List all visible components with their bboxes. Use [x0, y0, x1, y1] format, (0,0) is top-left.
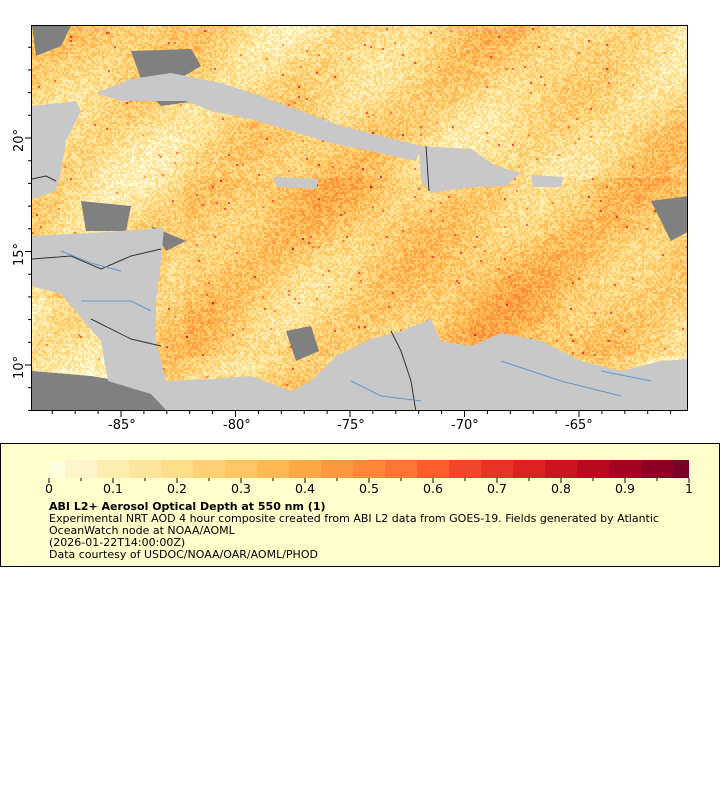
colorbar	[49, 460, 689, 478]
landmasses	[32, 73, 687, 410]
colorbar-tick-label: 0.7	[487, 481, 507, 496]
central-south-america	[32, 228, 687, 410]
lat-tick-label: 15°	[12, 242, 27, 266]
colorbar-swatch	[81, 460, 97, 478]
colorbar-swatch	[145, 460, 161, 478]
colorbar-tick-label: 0.4	[295, 481, 315, 496]
legend-description: Experimental NRT AOD 4 hour composite cr…	[49, 512, 659, 525]
puerto-rico	[531, 175, 563, 187]
lon-tick-label: -75°	[337, 418, 365, 433]
colorbar-swatch	[273, 460, 289, 478]
legend-title: ABI L2+ Aerosol Optical Depth at 550 nm …	[49, 500, 326, 513]
map-axes	[25, 46, 672, 417]
colorbar-swatch	[417, 460, 433, 478]
colorbar-swatch	[625, 460, 641, 478]
colorbar-swatch	[321, 460, 337, 478]
colorbar-swatch	[641, 460, 657, 478]
colorbar-swatch	[241, 460, 257, 478]
colorbar-swatch	[465, 460, 481, 478]
colorbar-tick-label: 0	[45, 481, 53, 496]
colorbar-tick-label: 0.8	[551, 481, 571, 496]
colorbar-swatch	[609, 460, 625, 478]
colorbar-swatch	[561, 460, 577, 478]
colorbar-swatch	[481, 460, 497, 478]
jamaica	[273, 177, 319, 189]
colorbar-swatch	[545, 460, 561, 478]
colorbar-swatch	[433, 460, 449, 478]
legend-time: (2026-01-22T14:00:00Z)	[49, 536, 186, 549]
colorbar-swatch	[657, 460, 673, 478]
colorbar-swatch	[385, 460, 401, 478]
colorbar-swatch	[129, 460, 145, 478]
colorbar-swatch	[305, 460, 321, 478]
colorbar-swatch	[513, 460, 529, 478]
colorbar-swatch	[353, 460, 369, 478]
colorbar-ticks	[48, 478, 690, 483]
colorbar-tick-label: 0.1	[103, 481, 123, 496]
colorbar-swatch	[257, 460, 273, 478]
colorbar-swatch	[577, 460, 593, 478]
colorbar-swatch	[337, 460, 353, 478]
colorbar-tick-label: 0.2	[167, 481, 187, 496]
colorbar-tick-label: 0.3	[231, 481, 251, 496]
lat-tick-label: 20°	[12, 128, 27, 152]
legend-panel: 0 0.1 0.2 0.3 0.4 0.5 0.6 0.7 0.8 0.9 1 ABI L2+ Ae…	[0, 443, 720, 567]
hispaniola	[419, 146, 521, 193]
colorbar-swatch	[369, 460, 385, 478]
colorbar-swatch	[673, 460, 689, 478]
colorbar-swatch	[209, 460, 225, 478]
colorbar-tick-label: 0.9	[615, 481, 635, 496]
colorbar-swatch	[401, 460, 417, 478]
lon-tick-label: -80°	[223, 418, 251, 433]
lat-tick-label: 10°	[12, 355, 27, 379]
lon-tick-label: -85°	[108, 418, 136, 433]
country-borders	[32, 145, 430, 410]
yucatan	[32, 101, 81, 199]
legend-credit: Data courtesy of USDOC/NOAA/OAR/AOML/PHO…	[49, 548, 318, 561]
colorbar-swatch	[225, 460, 241, 478]
colorbar-tick-label: 1	[685, 481, 693, 496]
colorbar-swatch	[97, 460, 113, 478]
colorbar-tick-label: 0.6	[423, 481, 443, 496]
colorbar-tick-label: 0.5	[359, 481, 379, 496]
colorbar-swatch	[161, 460, 177, 478]
colorbar-swatch	[497, 460, 513, 478]
colorbar-swatch	[49, 460, 65, 478]
lon-tick-label: -70°	[451, 418, 479, 433]
legend-description-cont: OceanWatch node at NOAA/AOML	[49, 524, 235, 537]
colorbar-swatch	[593, 460, 609, 478]
colorbar-swatch	[65, 460, 81, 478]
colorbar-swatch	[113, 460, 129, 478]
lon-tick-label: -65°	[565, 418, 593, 433]
colorbar-swatch	[289, 460, 305, 478]
land-overlay	[32, 26, 687, 410]
colorbar-swatch	[193, 460, 209, 478]
colorbar-swatch	[529, 460, 545, 478]
cuba	[96, 73, 421, 161]
colorbar-swatch	[449, 460, 465, 478]
colorbar-swatch	[177, 460, 193, 478]
rivers	[60, 250, 652, 402]
aod-map	[31, 25, 688, 411]
